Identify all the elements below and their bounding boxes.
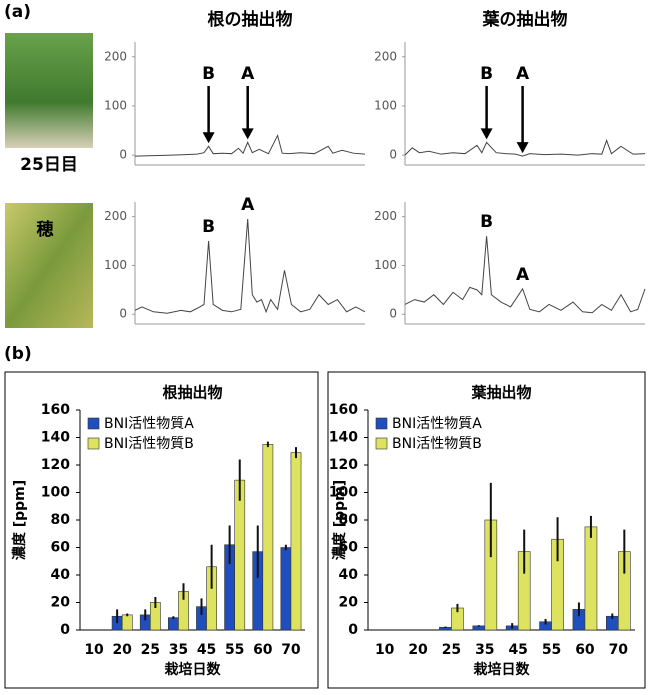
bar — [168, 617, 179, 631]
panel-label: (a) — [4, 2, 31, 22]
y-tick-label: 100 — [374, 258, 397, 272]
trace — [404, 138, 646, 157]
photo — [5, 33, 93, 148]
x-tick-label: 70 — [281, 642, 301, 658]
y-tick-label: 200 — [104, 209, 127, 223]
photo-label: 25日目 — [20, 155, 78, 175]
bar — [290, 452, 302, 631]
y-tick-label: 0 — [119, 148, 127, 162]
bar — [280, 547, 292, 631]
y-tick-label: 120 — [41, 457, 70, 473]
x-tick-label: 70 — [609, 642, 629, 658]
y-tick-label: 140 — [329, 430, 358, 446]
legend-label: BNI活性物質B — [392, 436, 482, 452]
y-tick-label: 200 — [374, 49, 397, 63]
y-tick-label: 20 — [51, 595, 71, 611]
peak-label: A — [516, 265, 530, 285]
chart-title: 根の抽出物 — [208, 9, 293, 30]
y-tick-label: 0 — [60, 622, 70, 638]
y-tick-label: 40 — [51, 567, 71, 583]
bar — [262, 444, 274, 631]
y-tick-label: 140 — [41, 430, 70, 446]
y-tick-label: 100 — [329, 485, 358, 501]
legend-swatch — [375, 417, 388, 430]
x-tick-label: 35 — [475, 642, 494, 658]
x-tick-label: 10 — [375, 642, 395, 658]
x-tick-label: 45 — [508, 642, 527, 658]
chart-title: 葉抽出物 — [470, 384, 531, 402]
peak-label: A — [241, 195, 255, 215]
x-tick-label: 25 — [141, 642, 160, 658]
peak-label: B — [480, 212, 493, 232]
y-tick-label: 100 — [104, 98, 127, 112]
y-tick-label: 100 — [104, 258, 127, 272]
photo-label: 穂 — [37, 219, 54, 240]
y-tick-label: 120 — [329, 457, 358, 473]
legend-label: BNI活性物質A — [104, 416, 194, 432]
y-tick-label: 200 — [104, 49, 127, 63]
y-tick-label: 60 — [51, 540, 71, 556]
x-tick-label: 60 — [575, 642, 595, 658]
legend-swatch — [375, 437, 388, 450]
arrow-head — [241, 128, 254, 140]
arrow-head — [202, 132, 215, 144]
panel-label: (b) — [4, 344, 32, 364]
peak-label: B — [202, 217, 215, 237]
x-axis-label: 栽培日数 — [165, 661, 222, 678]
x-tick-label: 55 — [542, 642, 561, 658]
y-tick-label: 20 — [339, 595, 359, 611]
y-tick-label: 100 — [374, 98, 397, 112]
photo — [5, 203, 93, 328]
y-tick-label: 80 — [51, 512, 71, 528]
y-tick-label: 0 — [389, 148, 397, 162]
y-tick-label: 80 — [339, 512, 359, 528]
legend-swatch — [87, 437, 100, 450]
trace — [404, 236, 646, 314]
legend-label: BNI活性物質B — [104, 436, 194, 452]
bar — [121, 614, 133, 631]
bar — [234, 479, 246, 631]
peak-label: A — [241, 64, 255, 84]
y-tick-label: 200 — [374, 209, 397, 223]
y-tick-label: 0 — [348, 622, 358, 638]
x-tick-label: 25 — [442, 642, 461, 658]
x-tick-label: 20 — [112, 642, 132, 658]
x-tick-label: 10 — [84, 642, 104, 658]
chart-title: 葉の抽出物 — [482, 9, 568, 30]
peak-label: B — [202, 64, 215, 84]
y-tick-label: 100 — [41, 485, 70, 501]
x-axis-label: 栽培日数 — [474, 661, 531, 678]
chart-title: 根抽出物 — [162, 384, 222, 402]
panel-frame — [4, 371, 319, 689]
arrow-head — [516, 142, 529, 154]
arrow-head — [480, 128, 493, 140]
peak-label: A — [516, 64, 530, 84]
x-tick-label: 60 — [253, 642, 273, 658]
x-tick-label: 35 — [169, 642, 188, 658]
trace — [134, 134, 366, 157]
y-tick-label: 60 — [339, 540, 359, 556]
legend-label: BNI活性物質A — [392, 416, 482, 432]
x-tick-label: 20 — [408, 642, 428, 658]
y-axis-label: 濃度 [ppm] — [11, 480, 28, 560]
y-tick-label: 160 — [329, 402, 358, 418]
y-tick-label: 0 — [389, 307, 397, 321]
bar — [584, 526, 598, 631]
y-axis-label: 濃度 [ppm] — [331, 480, 348, 560]
legend-swatch — [87, 417, 100, 430]
y-tick-label: 160 — [41, 402, 70, 418]
peak-label: B — [480, 64, 493, 84]
x-tick-label: 45 — [197, 642, 216, 658]
trace — [134, 219, 366, 314]
x-tick-label: 55 — [225, 642, 244, 658]
y-tick-label: 0 — [119, 307, 127, 321]
panel-frame — [327, 371, 646, 689]
y-tick-label: 40 — [339, 567, 359, 583]
